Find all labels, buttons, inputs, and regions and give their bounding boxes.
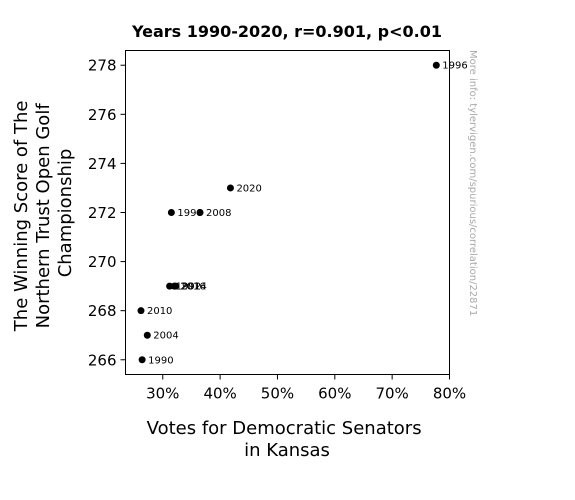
data-point-label: 2016: [180, 282, 205, 293]
data-point: [196, 209, 204, 216]
data-point-label: 2008: [206, 208, 231, 219]
x-axis-label: Votes for Democratic Senators in Kansas: [147, 418, 428, 461]
data-point: [137, 307, 145, 315]
data-point-label: 1996: [442, 61, 467, 72]
data-point: [432, 61, 440, 69]
data-point: [143, 331, 151, 339]
watermark-text: More info: tylervigen.com/spurious/corre…: [467, 50, 478, 316]
y-axis-label-line-3: Championship: [55, 149, 76, 278]
x-tick-label: 50%: [261, 385, 294, 403]
x-tick-label: 30%: [146, 385, 179, 403]
chart-title: Years 1990-2020, r=0.901, p<0.01: [131, 22, 442, 41]
data-point-label: 1998: [177, 208, 202, 219]
y-tick-label: 270: [88, 253, 117, 271]
y-axis-label: The Winning Score of The Northern Trust …: [11, 95, 76, 332]
data-point: [170, 282, 178, 290]
data-point: [138, 356, 146, 364]
y-axis-label-line-2: Northern Trust Open Golf: [33, 103, 54, 329]
y-tick-label: 272: [88, 204, 117, 222]
x-tick-label: 40%: [203, 385, 236, 403]
x-tick-label: 70%: [375, 385, 408, 403]
y-tick-label: 278: [88, 57, 117, 75]
data-point-label: 2020: [236, 183, 261, 194]
y-tick-label: 268: [88, 302, 117, 320]
data-point-label: 1990: [148, 355, 173, 366]
data-point: [226, 184, 234, 192]
data-point-label: 2004: [153, 331, 178, 342]
data-point-label: 2010: [147, 306, 172, 317]
axis-ticks: 30% 40% 50% 60% 70% 80% 266 268 270 272 274 276 278: [88, 57, 466, 403]
data-point-label: 1992: [176, 282, 201, 293]
y-tick-label: 266: [88, 351, 117, 369]
y-tick-label: 274: [88, 155, 117, 173]
y-tick-label: 276: [88, 106, 117, 124]
x-axis-label-line-2: in Kansas: [244, 440, 330, 461]
y-axis-label-line-1: The Winning Score of The: [11, 101, 32, 333]
data-point: [167, 209, 175, 216]
x-tick-label: 80%: [433, 385, 466, 403]
x-tick-label: 60%: [318, 385, 351, 403]
x-axis-label-line-1: Votes for Democratic Senators: [147, 418, 422, 439]
data-point-label: 2014: [181, 282, 206, 293]
